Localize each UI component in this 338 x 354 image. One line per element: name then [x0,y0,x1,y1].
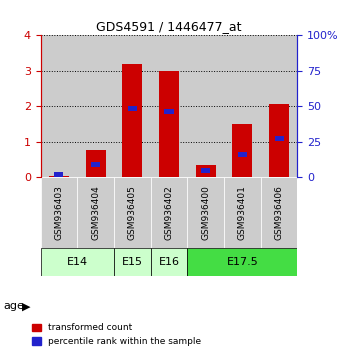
Text: E16: E16 [159,257,179,267]
Bar [159,71,179,177]
Bar [261,35,297,177]
Text: GSM936400: GSM936400 [201,185,210,240]
Bar [49,176,69,177]
Text: GSM936403: GSM936403 [54,185,64,240]
Bar [114,35,151,177]
Bar [41,177,77,248]
Text: GSM936404: GSM936404 [91,185,100,240]
Bar [151,35,187,177]
Bar [201,169,210,173]
Title: GDS4591 / 1446477_at: GDS4591 / 1446477_at [96,20,242,33]
Bar [232,124,252,177]
Bar [41,35,77,177]
Bar [86,150,106,177]
Text: ▶: ▶ [22,301,30,311]
Bar [128,105,137,110]
Text: E17.5: E17.5 [226,257,258,267]
Text: GSM936405: GSM936405 [128,185,137,240]
Text: GSM936401: GSM936401 [238,185,247,240]
Bar [114,248,151,276]
Bar [196,165,216,177]
Text: GSM936402: GSM936402 [165,185,173,240]
Bar [261,177,297,248]
Bar [151,248,187,276]
Bar [274,136,284,141]
Legend: transformed count, percentile rank within the sample: transformed count, percentile rank withi… [31,324,201,346]
Bar [238,152,247,157]
Bar [77,177,114,248]
Bar [187,35,224,177]
Text: E15: E15 [122,257,143,267]
Bar [91,162,100,167]
Text: GSM936406: GSM936406 [274,185,284,240]
Bar [224,177,261,248]
Bar [151,177,187,248]
Bar [114,177,151,248]
Bar [269,103,289,177]
Bar [54,172,64,177]
Bar [164,109,174,114]
Bar [224,35,261,177]
Bar [77,35,114,177]
Text: E14: E14 [67,257,88,267]
Bar [187,177,224,248]
Text: age: age [3,301,24,311]
Bar [187,248,297,276]
Bar [122,64,142,177]
Bar [41,248,114,276]
